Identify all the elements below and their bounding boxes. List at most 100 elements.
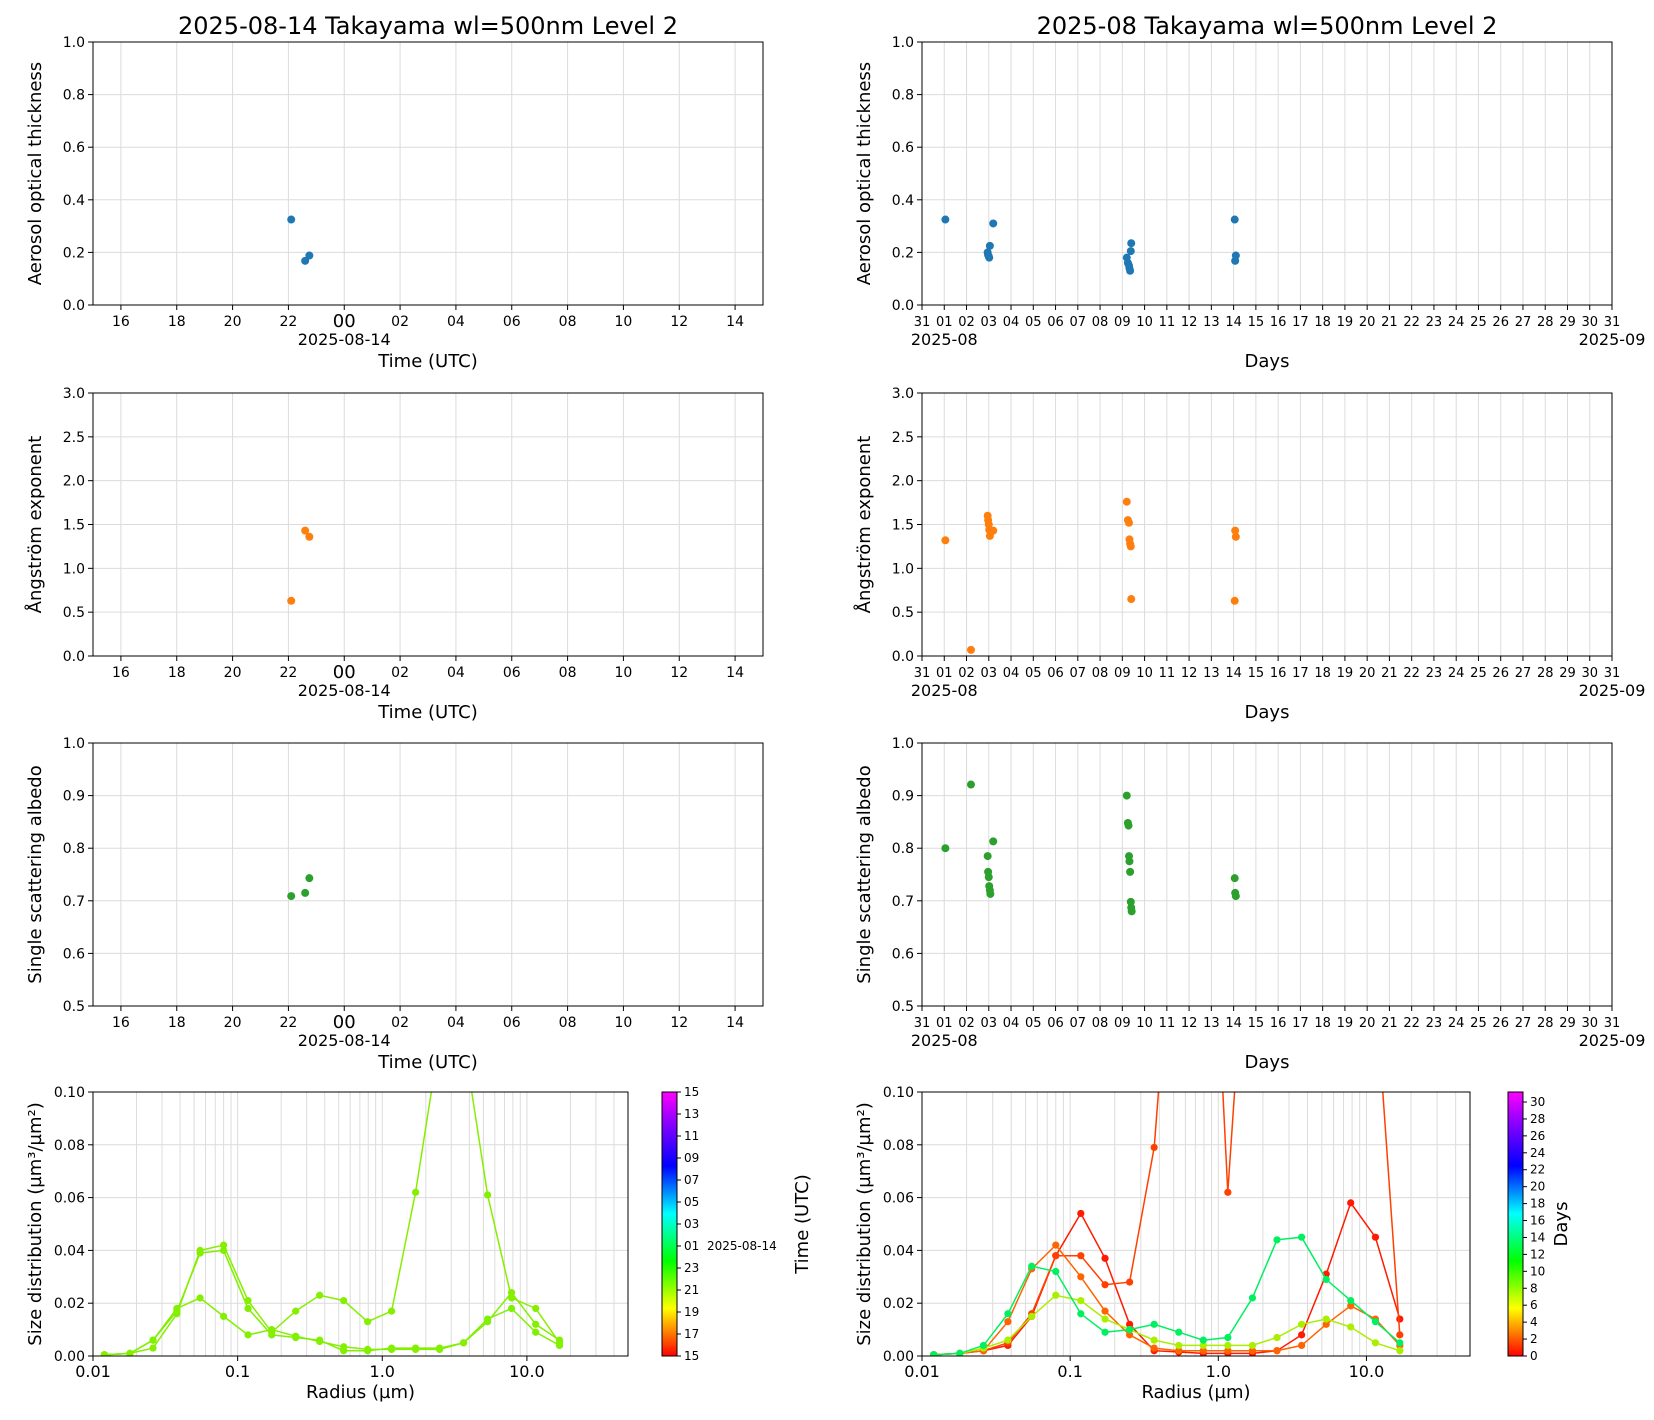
colorbar-tick-label: 13 [684, 1107, 699, 1121]
x-tick-label: 02 [958, 1016, 975, 1031]
y-axis-label: Aerosol optical thickness [854, 62, 875, 285]
data-point [1125, 857, 1134, 866]
y-tick-label: 2.5 [892, 430, 914, 446]
x-tick-label: 20 [224, 314, 242, 330]
x-tick-label: 06 [1047, 666, 1064, 681]
data-point [244, 1296, 252, 1305]
data-point [1150, 1336, 1158, 1344]
colorbar [661, 1091, 678, 1357]
y-axis-label: Ångström exponent [853, 436, 875, 614]
y-tick-label: 1.5 [892, 518, 914, 534]
colorbar-tick-label: 05 [684, 1195, 699, 1209]
x-tick-label: 02 [391, 314, 409, 330]
x-tick-label: 06 [1047, 1016, 1064, 1031]
y-axis-label: Single scattering albedo [25, 765, 46, 983]
data-point [1230, 874, 1239, 883]
y-tick-label: 1.0 [892, 736, 914, 752]
date-label: 2025-08-14 [298, 681, 391, 700]
data-point [126, 1349, 134, 1356]
x-tick-label: 29 [1559, 666, 1576, 681]
y-tick-label: 0.2 [892, 245, 914, 261]
x-tick-label: 31 [1604, 1016, 1621, 1031]
x-axis-label: Time (UTC) [377, 351, 478, 372]
x-tick-label: 07 [1070, 1016, 1087, 1031]
x-tick-label: 27 [1515, 666, 1532, 681]
x-tick-label: 31 [1604, 666, 1621, 681]
colorbar [1507, 1091, 1524, 1357]
colorbar-tick-label: 10 [1530, 1264, 1545, 1278]
data-point [1249, 824, 1256, 831]
data-point [364, 1345, 372, 1353]
data-point [1175, 1328, 1183, 1336]
x-tick-label: 14 [1225, 315, 1242, 330]
x-tick-label: 07 [1070, 666, 1087, 681]
data-point [292, 1332, 300, 1340]
x-tick-label: 26 [1492, 1016, 1509, 1031]
x-tick-label: 26 [1492, 666, 1509, 681]
x-tick-label: 24 [1448, 315, 1465, 330]
data-point [287, 215, 296, 224]
x-tick-label: 07 [1070, 315, 1087, 330]
y-tick-label: 0.0 [892, 649, 914, 665]
data-point [484, 1191, 492, 1199]
x-tick-label: 25 [1470, 315, 1487, 330]
y-tick-label: 0.0 [892, 298, 914, 314]
data-point [1126, 1320, 1134, 1328]
data-point [364, 1318, 372, 1326]
x-tick-label: 21 [1381, 666, 1398, 681]
data-point [1175, 1341, 1183, 1350]
data-point [173, 1310, 181, 1318]
data-point [1396, 1315, 1404, 1323]
data-point [1371, 1233, 1380, 1241]
y-tick-label: 0.4 [892, 193, 914, 209]
x-tick-label: 19 [1337, 1016, 1354, 1031]
data-point [1347, 824, 1354, 831]
x-tick-label: 25 [1470, 666, 1487, 681]
x-tick-label: 11 [1159, 315, 1176, 330]
data-point [287, 596, 296, 605]
data-point [149, 1336, 157, 1344]
x-tick-label: 22 [1403, 1016, 1420, 1031]
x-tick-label: 19 [1337, 666, 1354, 681]
x-tick-label: 27 [1515, 1016, 1532, 1031]
y-tick-label: 0.6 [892, 140, 914, 156]
chart-sd_day: 0.00 0.02 0.04 0.06 0.08 0.10 0.01 0.1 1.0 10.0 Ra… [25, 1036, 813, 1403]
data-point [1175, 1347, 1183, 1355]
data-point [244, 1331, 252, 1339]
start-date-label: 2025-08 [911, 330, 978, 349]
end-date-label: 2025-09 [1579, 330, 1646, 349]
data-point [305, 874, 314, 883]
colorbar-tick-label: 14 [1530, 1230, 1545, 1244]
x-tick-label: 05 [1025, 315, 1042, 330]
x-tick-label: 22 [280, 665, 298, 681]
x-tick-label: 0.1 [1057, 1362, 1082, 1381]
y-tick-label: 0.00 [883, 1349, 914, 1365]
x-tick-label: 18 [1314, 315, 1331, 330]
data-point [989, 526, 998, 535]
x-tick-label: 17 [1292, 1016, 1309, 1031]
data-point [149, 1344, 157, 1352]
x-tick-label: 16 [1270, 666, 1287, 681]
date-label: 2025-08-14 [298, 330, 391, 349]
x-tick-label: 1.0 [1206, 1362, 1231, 1381]
end-date-label: 2025-09 [1579, 1031, 1646, 1050]
data-point [196, 1294, 204, 1302]
data-point [1273, 692, 1280, 699]
x-tick-label: 04 [447, 665, 465, 681]
data-point [1124, 821, 1133, 830]
x-tick-label: 14 [1225, 1016, 1242, 1031]
data-point [507, 1304, 516, 1313]
x-tick-label: 16 [112, 314, 130, 330]
chart-title: 2025-08 Takayama wl=500nm Level 2 [1037, 12, 1498, 40]
x-tick-label: 12 [670, 314, 688, 330]
x-tick-label: 10.0 [509, 1362, 545, 1381]
data-point [1248, 1341, 1257, 1350]
data-point [301, 526, 310, 535]
x-tick-label: 13 [1203, 1016, 1220, 1031]
data-point [1077, 1252, 1085, 1260]
series-line [933, 1294, 1401, 1356]
data-point [555, 1339, 564, 1347]
data-point [460, 1036, 467, 1043]
x-tick-label: 20 [224, 1015, 242, 1031]
